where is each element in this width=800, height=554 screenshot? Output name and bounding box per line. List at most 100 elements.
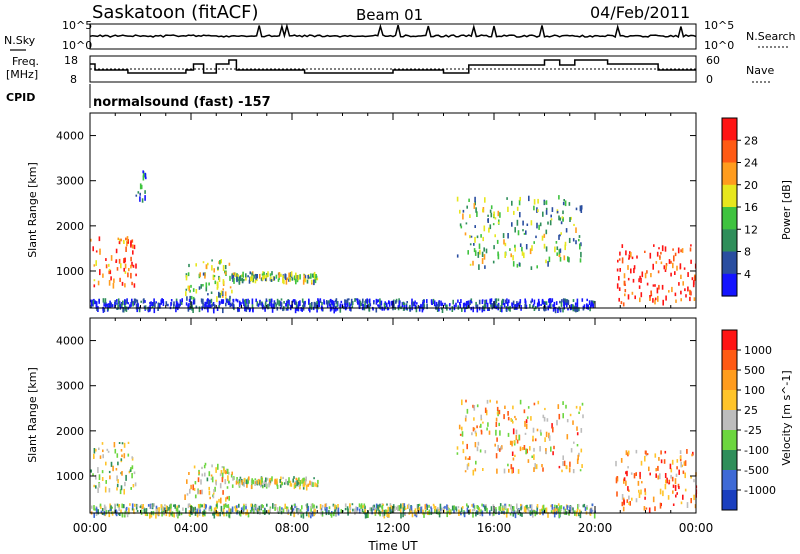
echo-cell: [307, 483, 310, 487]
echo-cell: [244, 299, 247, 305]
echo-cell: [104, 486, 107, 493]
echo-cell: [380, 300, 383, 306]
echo-cell: [386, 302, 388, 307]
echo-cell: [358, 511, 361, 514]
echo-cell: [559, 257, 562, 262]
echo-cell: [355, 506, 357, 512]
colorbar-segment: [722, 162, 737, 186]
colorbar-tick-label: 4: [744, 268, 751, 281]
echo-cell: [682, 494, 684, 500]
echo-cell: [312, 482, 314, 487]
echo-cell: [125, 474, 127, 481]
echo-cell: [265, 298, 268, 302]
echo-cell: [254, 481, 257, 484]
echo-cell: [557, 307, 559, 313]
echo-cell: [628, 254, 631, 259]
echo-cell: [684, 472, 686, 479]
echo-cell: [678, 486, 680, 490]
echo-cell: [220, 497, 222, 504]
echo-cell: [90, 300, 93, 306]
echo-cell: [195, 494, 197, 498]
echo-cell: [109, 300, 111, 307]
echo-cell: [387, 506, 389, 512]
echo-cell: [589, 512, 592, 516]
echo-cell: [466, 305, 468, 309]
echo-cell: [567, 308, 569, 311]
echo-cell: [303, 275, 306, 281]
echo-cell: [335, 306, 337, 312]
echo-cell: [336, 307, 339, 311]
echo-cell: [486, 302, 489, 308]
echo-cell: [142, 170, 145, 177]
echo-cell: [569, 506, 571, 513]
echo-cell: [304, 278, 307, 283]
echo-cell: [450, 509, 452, 515]
echo-cell: [309, 511, 311, 516]
echo-cell: [459, 433, 462, 436]
echo-cell: [621, 501, 624, 507]
echo-cell: [517, 509, 520, 514]
echo-cell: [215, 506, 217, 513]
echo-cell: [455, 302, 457, 307]
echo-cell: [117, 479, 119, 484]
echo-cell: [373, 504, 376, 508]
echo-cell: [262, 484, 264, 489]
echo-cell: [536, 222, 538, 229]
echo-cell: [314, 482, 316, 487]
echo-cell: [379, 304, 381, 310]
echo-cell: [292, 299, 295, 303]
echo-cell: [92, 300, 95, 304]
echo-cell: [525, 244, 528, 250]
echo-cell: [334, 299, 337, 303]
echo-cell: [196, 508, 198, 514]
echo-cell: [686, 502, 689, 508]
echo-cell: [495, 417, 498, 422]
echo-cell: [207, 307, 209, 313]
echo-cell: [562, 210, 564, 215]
echo-cell: [525, 448, 527, 455]
echo-cell: [119, 512, 121, 516]
echo-cell: [264, 307, 266, 312]
echo-cell: [245, 273, 247, 278]
echo-cell: [125, 506, 128, 511]
echo-cell: [306, 503, 309, 508]
echo-cell: [515, 418, 517, 421]
echo-cell: [545, 207, 548, 210]
echo-cell: [514, 415, 516, 419]
echo-cell: [255, 274, 257, 280]
echo-cell: [673, 255, 675, 262]
echo-cell: [507, 233, 509, 239]
echo-cell: [369, 507, 371, 511]
echo-cell: [224, 271, 227, 275]
echo-cell: [229, 275, 231, 281]
echo-cell: [304, 480, 307, 486]
echo-cell: [150, 504, 153, 508]
echo-cell: [219, 512, 221, 517]
echo-cell: [509, 507, 512, 510]
echo-cell: [470, 306, 472, 311]
echo-cell: [575, 405, 578, 409]
echo-cell: [246, 509, 249, 515]
echo-cell: [619, 268, 621, 272]
echo-cell: [217, 282, 219, 289]
echo-cell: [128, 268, 130, 272]
echo-cell: [247, 477, 249, 484]
echo-cell: [627, 294, 630, 300]
echo-cell: [472, 427, 475, 432]
echo-cell: [625, 450, 628, 456]
echo-cell: [490, 506, 493, 512]
echo-cell: [485, 409, 488, 416]
echo-cell: [680, 274, 682, 279]
echo-cell: [134, 482, 137, 487]
echo-cell: [575, 306, 577, 312]
echo-cell: [580, 208, 583, 213]
echo-cell: [406, 504, 409, 509]
echo-cell: [562, 217, 564, 222]
echo-cell: [671, 286, 673, 293]
echo-cell: [259, 505, 262, 510]
echo-cell: [114, 503, 116, 510]
echo-cell: [241, 274, 243, 277]
echo-cell: [676, 265, 678, 271]
echo-cell: [476, 505, 478, 509]
echo-cell: [319, 298, 322, 301]
